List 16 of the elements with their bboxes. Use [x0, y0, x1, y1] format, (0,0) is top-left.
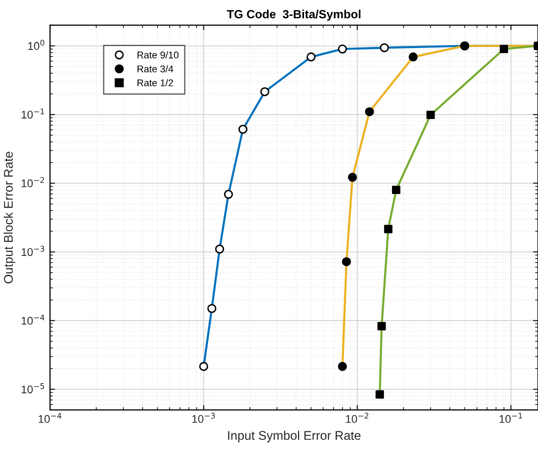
x-tick-label: 10$^{−3}$	[192, 412, 215, 423]
legend-label: Rate 9/10	[138, 51, 179, 58]
legend-label: Rate 3/4	[138, 65, 174, 72]
y-axis-title: Output Block Error Rate	[4, 152, 16, 284]
x-tick-label: 10$^{−4}$	[38, 412, 62, 423]
y-tick-label: 10$^{−4}$	[22, 314, 44, 325]
x-axis-title: Input Symbol Error Rate	[228, 430, 361, 442]
y-tick-label: 10$^{−5}$	[22, 383, 44, 394]
y-tick-label: 10$^{−1}$	[22, 108, 44, 119]
y-tick-label: 10$^{−3}$	[22, 246, 44, 256]
y-tick-label: 10$^{0}$	[28, 40, 44, 50]
x-tick-label: 10$^{−1}$	[500, 412, 522, 423]
chart-title: TG Code 3-Bita/Symbol	[226, 10, 360, 21]
x-tick-label: 10$^{−2}$	[346, 412, 368, 423]
y-tick-label: 10$^{−2}$	[22, 177, 44, 188]
legend-label: Rate 1/2	[138, 79, 174, 86]
